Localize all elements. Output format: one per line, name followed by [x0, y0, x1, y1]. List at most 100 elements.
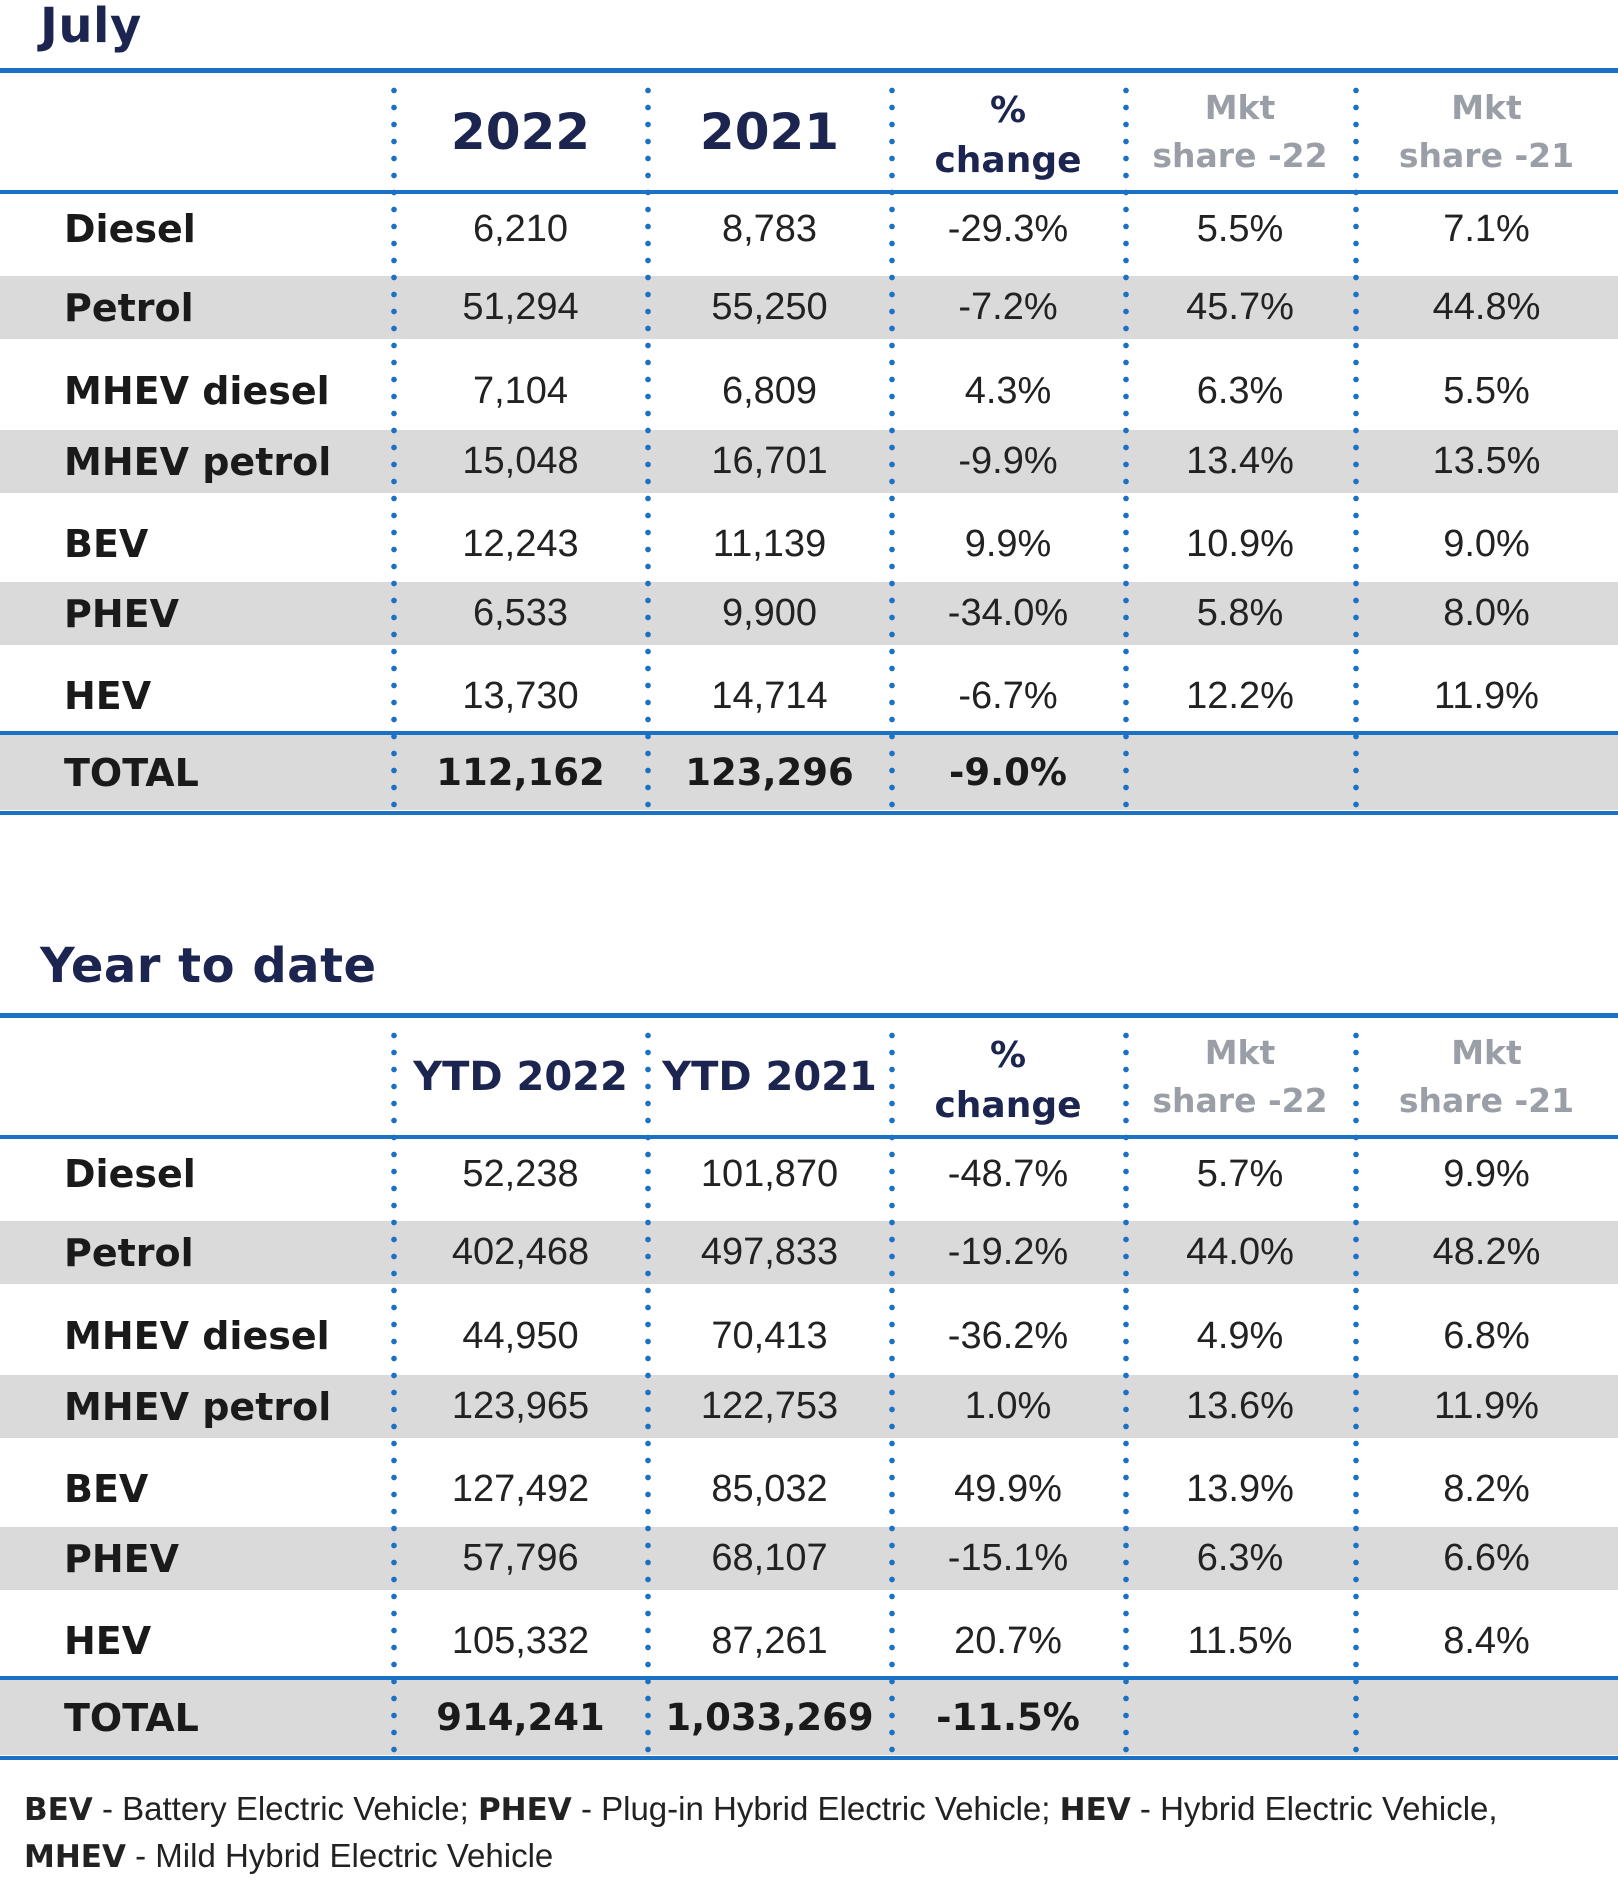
table-cell: 51,294 [462, 286, 579, 328]
table-cell: 5.5% [1443, 369, 1530, 412]
table-row: HEV 13,730 14,714 -6.7% 12.2% 11.9% [0, 657, 1618, 735]
column-separator [391, 78, 397, 808]
table-cell: 5.8% [1196, 592, 1284, 634]
footnote-hev-text: - Hybrid Electric Vehicle, [1130, 1790, 1498, 1827]
total-cell-empty [1125, 1680, 1355, 1755]
table-cell: 7,104 [472, 369, 569, 412]
table-cell: 1.0% [964, 1385, 1052, 1427]
column-separator [645, 78, 651, 808]
table-row: Petrol 402,468 497,833 -19.2% 44.0% 48.2% [0, 1221, 1618, 1284]
footnote: BEV - Battery Electric Vehicle; PHEV - P… [24, 1786, 1604, 1880]
table-cell: 13.9% [1186, 1467, 1294, 1510]
total-cell: 112,162 [436, 751, 605, 794]
table-header-row: YTD 2022 YTD 2021 % change Mkt share -22 Mkt sh… [0, 1018, 1618, 1135]
header-bottom-rule [0, 1135, 1618, 1139]
table-cell: 44,950 [462, 1314, 579, 1357]
table-cell: -36.2% [947, 1314, 1069, 1357]
table-row: PHEV 57,796 68,107 -15.1% 6.3% 6.6% [0, 1527, 1618, 1590]
total-row: TOTAL 914,241 1,033,269 -11.5% [0, 1680, 1618, 1755]
footnote-mhev-abbr: MHEV [24, 1839, 126, 1875]
table-cell: 68,107 [711, 1537, 828, 1579]
table-row: Diesel 6,210 8,783 -29.3% 5.5% 7.1% [0, 190, 1618, 268]
table-cell: 8,783 [721, 207, 818, 250]
table-cell: 9.9% [1443, 1152, 1530, 1195]
footnote-bev-abbr: BEV [24, 1792, 93, 1828]
column-header: Mkt share -21 [1398, 1032, 1575, 1120]
table-cell: -9.9% [958, 440, 1058, 482]
total-cell: -11.5% [936, 1696, 1080, 1739]
table-cell: 85,032 [711, 1467, 828, 1510]
table-cell: 49.9% [954, 1467, 1062, 1510]
row-label: BEV [64, 1467, 149, 1511]
row-label: MHEV petrol [64, 439, 332, 484]
table-cell: 20.7% [954, 1619, 1062, 1662]
table-bottom-rule [0, 811, 1618, 815]
table-cell: -15.1% [947, 1537, 1069, 1579]
table-cell: 57,796 [462, 1537, 579, 1579]
table-cell: 497,833 [700, 1231, 839, 1273]
table-cell: 6.8% [1443, 1314, 1530, 1357]
table-cell: 4.9% [1196, 1314, 1284, 1357]
table-cell: 6.3% [1196, 1537, 1284, 1579]
table-cell: 11.5% [1187, 1619, 1293, 1662]
row-label: HEV [64, 674, 152, 718]
table-row: PHEV 6,533 9,900 -34.0% 5.8% 8.0% [0, 582, 1618, 645]
row-label: Petrol [64, 1230, 194, 1275]
table-cell: -48.7% [947, 1152, 1069, 1195]
section-title: Year to date [40, 938, 377, 994]
row-label: Diesel [64, 1152, 196, 1196]
table-cell: 15,048 [462, 440, 579, 482]
table-cell: 9,900 [721, 592, 818, 634]
table-row: MHEV petrol 123,965 122,753 1.0% 13.6% 11.9% [0, 1375, 1618, 1438]
total-cell: -9.0% [949, 751, 1067, 794]
column-header: 2022 [450, 102, 591, 161]
column-separator [889, 78, 895, 808]
column-separator [1123, 1023, 1129, 1753]
table-top-rule [0, 68, 1618, 73]
column-header: YTD 2021 [662, 1053, 877, 1100]
column-separator [1353, 1023, 1359, 1753]
row-label: PHEV [64, 591, 180, 636]
table-row: MHEV diesel 44,950 70,413 -36.2% 4.9% 6.8% [0, 1297, 1618, 1375]
table-cell: 11.9% [1434, 1385, 1539, 1427]
total-top-rule [0, 1676, 1618, 1680]
table-cell: 6.6% [1443, 1537, 1530, 1579]
table-cell: -19.2% [947, 1231, 1069, 1273]
total-label: TOTAL [64, 750, 199, 795]
column-header: Mkt share -21 [1398, 87, 1575, 175]
table-cell: 52,238 [462, 1152, 579, 1195]
table-cell: 105,332 [451, 1619, 590, 1662]
table-row: HEV 105,332 87,261 20.7% 11.5% 8.4% [0, 1602, 1618, 1680]
table-cell: 8.4% [1443, 1619, 1530, 1662]
table-cell: 9.9% [964, 522, 1052, 565]
table-cell: 70,413 [711, 1314, 828, 1357]
total-cell: 914,241 [436, 1696, 605, 1739]
table-cell: 9.0% [1443, 522, 1530, 565]
row-label: Petrol [64, 285, 194, 330]
column-header: % change [934, 89, 1082, 181]
table-row: Petrol 51,294 55,250 -7.2% 45.7% 44.8% [0, 276, 1618, 339]
table-cell: 11,139 [712, 522, 827, 565]
table-row: MHEV petrol 15,048 16,701 -9.9% 13.4% 13.5% [0, 430, 1618, 493]
column-header: 2021 [699, 102, 840, 161]
table-cell: 8.2% [1443, 1467, 1530, 1510]
table-cell: 14,714 [711, 674, 828, 717]
total-cell: 1,033,269 [665, 1696, 874, 1739]
row-label: MHEV diesel [64, 369, 330, 413]
column-separator [1123, 78, 1129, 808]
column-header: Mkt share -22 [1152, 1032, 1328, 1120]
table-cell: 402,468 [451, 1231, 590, 1273]
table-cell: 123,965 [451, 1385, 590, 1427]
column-header: % change [934, 1034, 1082, 1126]
table-cell: 127,492 [451, 1467, 590, 1510]
table-cell: 87,261 [711, 1619, 828, 1662]
column-separator [645, 1023, 651, 1753]
table-cell: 8.0% [1443, 592, 1530, 634]
row-label: PHEV [64, 1536, 180, 1581]
table-cell: 6,210 [472, 207, 569, 250]
table-cell: 16,701 [711, 440, 828, 482]
row-label: MHEV diesel [64, 1314, 330, 1358]
table-cell: 11.9% [1434, 674, 1539, 717]
table-bottom-rule [0, 1756, 1618, 1760]
total-cell: 123,296 [685, 751, 854, 794]
